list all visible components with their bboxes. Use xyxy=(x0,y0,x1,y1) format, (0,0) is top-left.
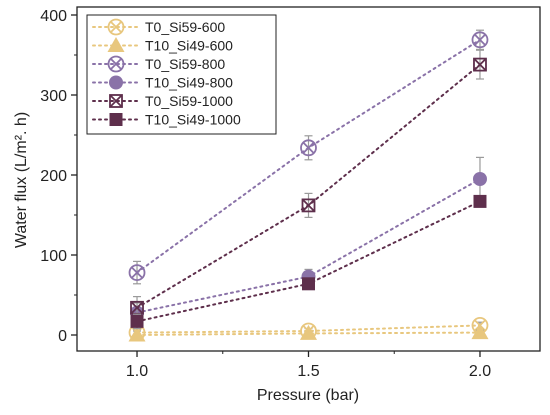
legend-marker xyxy=(109,75,123,90)
marker-square xyxy=(302,277,315,291)
marker-cross xyxy=(109,94,123,108)
data-point xyxy=(472,172,487,186)
marker-circle xyxy=(107,55,125,73)
y-tick-label: 200 xyxy=(40,168,67,185)
marker-circle xyxy=(128,264,146,282)
data-point xyxy=(471,324,489,340)
series-t0-si59-800 xyxy=(128,29,489,285)
marker-cross xyxy=(302,141,315,154)
marker-circle xyxy=(471,31,489,49)
marker-cross xyxy=(130,301,144,315)
data-point xyxy=(301,198,316,213)
legend-entry: T10_Si49-600 xyxy=(92,37,233,54)
data-point xyxy=(130,314,144,328)
data-point xyxy=(473,194,487,208)
series-t10-si49-600 xyxy=(128,324,489,342)
legend-marker xyxy=(107,37,125,52)
data-point xyxy=(471,31,489,49)
x-axis-title: Pressure (bar) xyxy=(257,387,359,404)
data-point xyxy=(473,57,487,72)
marker-triangle xyxy=(107,37,125,52)
x-tick-label: 2.0 xyxy=(469,363,491,380)
series-line xyxy=(136,200,481,323)
marker-dot xyxy=(472,172,487,186)
x-tick-label: 1.5 xyxy=(297,363,319,380)
legend-marker xyxy=(107,18,125,36)
marker-cross xyxy=(109,20,123,34)
legend-label: T0_Si59-800 xyxy=(145,56,225,72)
legend-label: T10_Si49-800 xyxy=(145,75,233,91)
legend: T0_Si59-600 T10_Si49-600 T0_Si59-800 T10_Si… xyxy=(86,14,277,135)
marker-cross xyxy=(109,57,123,71)
marker-dot xyxy=(109,75,123,90)
legend-marker xyxy=(109,113,123,126)
data-point xyxy=(300,324,317,340)
legend-entry: T0_Si59-600 xyxy=(92,18,225,36)
data-point xyxy=(128,326,146,342)
legend-marker xyxy=(109,94,123,108)
legend-label: T0_Si59-600 xyxy=(145,19,225,35)
y-tick-label: 300 xyxy=(40,88,67,105)
legend-entry: T10_Si49-800 xyxy=(92,75,233,91)
marker-triangle xyxy=(128,326,146,342)
marker-square xyxy=(473,194,487,208)
marker-triangle xyxy=(300,324,317,340)
legend-label: T10_Si49-600 xyxy=(145,38,233,54)
x-tick-label: 1.0 xyxy=(126,363,148,380)
marker-cross xyxy=(473,57,487,72)
legend-label: T0_Si59-1000 xyxy=(145,93,233,109)
legend-entry: T0_Si59-1000 xyxy=(92,93,233,109)
y-tick-label: 400 xyxy=(40,8,67,25)
legend-label: T10_Si49-1000 xyxy=(145,112,241,128)
data-point xyxy=(300,139,317,157)
x-axis: 1.0 1.5 2.0 xyxy=(126,351,491,380)
y-axis-title: Water flux (L/m². h) xyxy=(13,112,30,248)
marker-triangle xyxy=(471,324,489,340)
legend-entry: T10_Si49-1000 xyxy=(92,112,241,128)
series-t10-si49-1000 xyxy=(130,194,487,330)
marker-cross xyxy=(473,33,487,46)
y-tick-label: 100 xyxy=(40,248,67,265)
data-point xyxy=(302,277,315,291)
marker-square xyxy=(301,198,316,213)
legend-entry: T0_Si59-800 xyxy=(92,55,225,73)
marker-circle xyxy=(300,139,317,157)
series-layer xyxy=(128,29,489,342)
marker-square xyxy=(109,94,123,108)
series-t10-si49-800 xyxy=(130,156,487,323)
marker-cross xyxy=(130,266,144,279)
marker-square xyxy=(130,314,144,328)
marker-square xyxy=(473,57,487,72)
data-point xyxy=(128,264,146,282)
marker-square xyxy=(109,113,123,126)
marker-circle xyxy=(107,18,125,36)
y-tick-label: 0 xyxy=(58,328,67,345)
marker-cross xyxy=(301,198,316,213)
y-axis: 0 100 200 300 400 xyxy=(40,8,77,345)
legend-marker xyxy=(107,55,125,73)
